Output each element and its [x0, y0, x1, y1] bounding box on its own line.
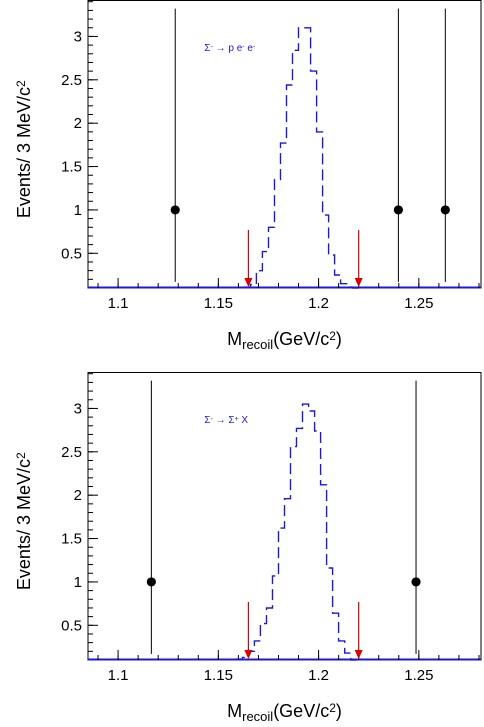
x-tick-label: 1.1 [108, 295, 129, 312]
y-tick-label: 1 [74, 574, 82, 591]
y-axis-title: Events/ 3 MeV/c2 [14, 452, 34, 590]
x-axis-title-subscript: recoil [242, 337, 273, 352]
data-point [440, 205, 450, 215]
x-axis-title: Mrecoil(GeV/c2) [227, 701, 342, 724]
x-axis-title-superscript: 2 [329, 329, 336, 343]
annotation-superscript: - [253, 44, 256, 51]
x-axis-title: Mrecoil(GeV/c2) [227, 329, 342, 352]
y-tick-label: 3 [74, 28, 82, 45]
annotation-superscript: - [210, 416, 213, 423]
cut-arrow-head [354, 650, 363, 659]
y-tick-label: 0.5 [61, 617, 82, 634]
top-panel: 1.1 1.15 1.2 1.250.511.522.53Σ- → p e- e-Mr… [14, 0, 482, 352]
x-axis-title-end: ) [336, 329, 342, 349]
y-tick-label: 2 [74, 487, 82, 504]
annotation-superscript: - [242, 44, 245, 51]
annotation-superscript: - [210, 44, 213, 51]
y-axis-title-superscript: 2 [14, 80, 28, 87]
x-tick-label: 1.15 [204, 295, 233, 312]
y-axis-title: Events/ 3 MeV/c2 [14, 80, 34, 218]
x-tick-label: 1.2 [308, 667, 329, 684]
y-tick-label: 3 [74, 400, 82, 417]
data-point [146, 577, 156, 587]
mc-histogram-line [235, 403, 357, 661]
data-point [170, 205, 180, 215]
y-tick-label: 2.5 [61, 444, 82, 461]
y-tick-label: 1 [74, 202, 82, 219]
y-axis-title-main: Events/ 3 MeV/c [14, 87, 34, 218]
bottom-panel: 1.1 1.15 1.2 1.25 0.5 1 1.5 2 2.5 3 Σ- → Σ+ X Mreco… [14, 372, 482, 724]
x-tick-label: 1.1 [108, 667, 129, 684]
x-tick-label: 1.25 [404, 295, 433, 312]
annotation-text: Σ [204, 415, 210, 426]
annotation-superscript: + [235, 416, 239, 423]
x-axis-title-main: M [227, 701, 242, 721]
x-tick-label: 1.15 [204, 667, 233, 684]
cut-arrow-head [354, 278, 363, 287]
x-axis-title-subscript: recoil [242, 709, 273, 724]
mc-histogram-line [243, 27, 359, 289]
x-axis-title-unit: (GeV/c [273, 701, 329, 721]
cut-arrow-head [244, 278, 253, 287]
annotation-text: → Σ [213, 415, 235, 426]
annotation-text: X [239, 415, 249, 426]
y-tick-label: 1.5 [61, 531, 82, 548]
y-tick-label: 2 [74, 115, 82, 132]
data-point [411, 577, 421, 587]
y-tick-label: 1.5 [61, 159, 82, 176]
cut-arrow-head [244, 650, 253, 659]
x-tick-label: 1.2 [308, 295, 329, 312]
x-axis-title-main: M [227, 329, 242, 349]
x-axis-title-unit: (GeV/c [273, 329, 329, 349]
plot-frame [87, 372, 482, 661]
y-tick-label: 2.5 [61, 72, 82, 89]
x-tick-label: 1.25 [404, 667, 433, 684]
annotation-text: → p e [213, 43, 243, 54]
plot-frame [87, 0, 482, 289]
x-axis-title-superscript: 2 [329, 701, 336, 715]
decay-annotation: Σ- → Σ+ X [204, 415, 248, 426]
y-axis-title-superscript: 2 [14, 452, 28, 459]
y-tick-label: 0.5 [61, 245, 82, 262]
x-axis-title-end: ) [336, 701, 342, 721]
y-axis-title-main: Events/ 3 MeV/c [14, 459, 34, 590]
data-point [393, 205, 403, 215]
annotation-text: e [245, 43, 254, 54]
annotation-text: Σ [204, 43, 210, 54]
decay-annotation: Σ- → p e- e- [204, 43, 256, 54]
